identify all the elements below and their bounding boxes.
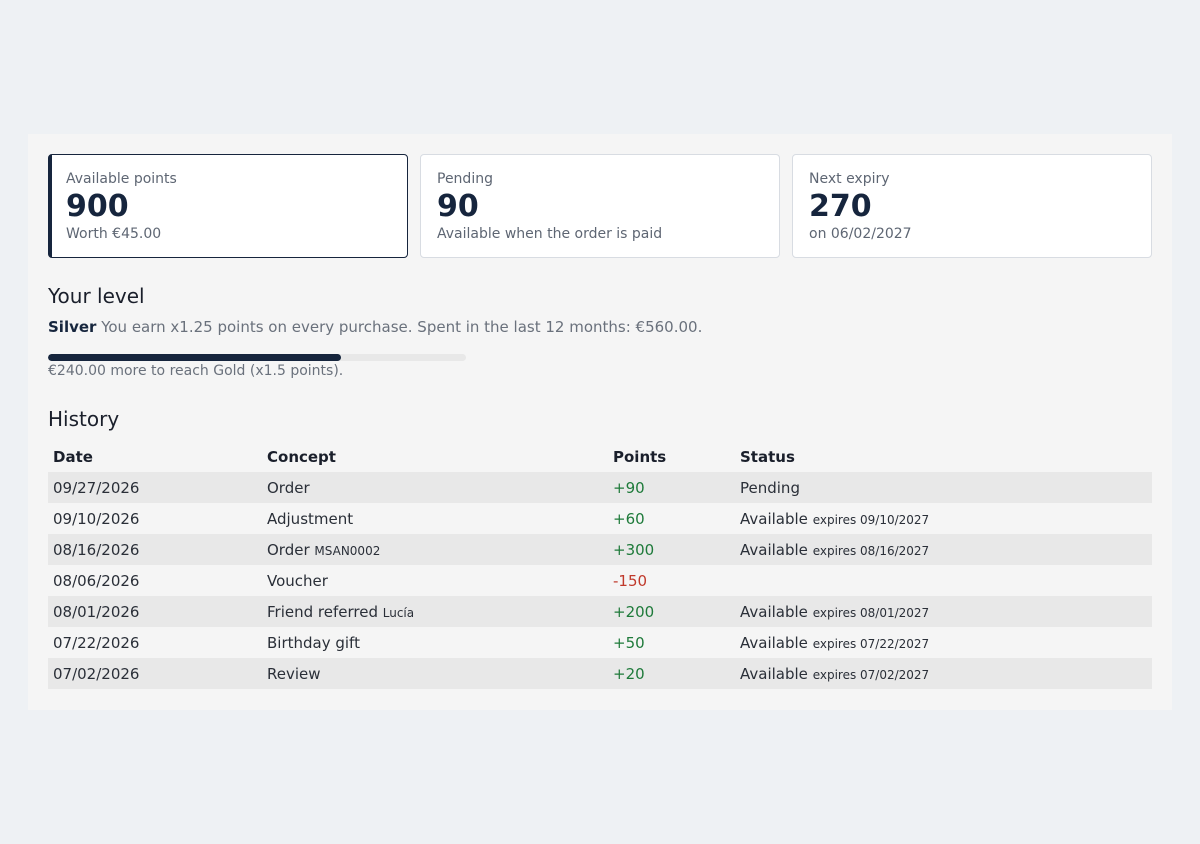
expiry-note: expires 07/02/2027 [812,667,930,682]
level-progress-fill [48,354,341,361]
level-description: Silver You earn x1.25 points on every pu… [48,318,702,336]
pending-points-value: 90 [437,189,479,224]
cell-date: 07/22/2026 [53,633,140,652]
available-points-label: Available points [66,171,177,187]
level-heading: Your level [48,284,145,308]
history-table: Date Concept Points Status 09/27/2026 Ord… [48,442,1152,689]
history-heading: History [48,407,120,431]
pending-points-card[interactable]: Pending 90 Available when the order is p… [420,154,780,258]
cell-concept: Order [262,472,608,503]
expiry-note: expires 08/16/2027 [812,543,930,558]
concept-text: Adjustment [267,509,354,528]
cell-points: +50 [613,633,645,652]
column-header-date: Date [53,448,93,466]
table-row: 07/02/2026 Review +20 Available expires 07/… [48,658,1152,689]
concept-text: Voucher [267,571,328,590]
concept-text: Friend referred [267,602,378,621]
concept-text: Review [267,664,321,683]
cell-status: Available expires 07/02/2027 [735,658,1152,689]
next-expiry-date: on 06/02/2027 [809,226,912,242]
cell-points: -150 [613,571,648,590]
cell-concept: Order MSAN0002 [262,534,608,565]
level-tier: Silver [48,318,97,336]
status-text: Available [740,602,808,621]
cell-status [735,565,1152,596]
status-text: Pending [740,478,800,497]
cell-concept: Review [262,658,608,689]
next-expiry-value: 270 [809,189,872,224]
history-header-row: Date Concept Points Status [48,442,1152,472]
cell-points: +90 [608,472,735,503]
level-progress-note: €240.00 more to reach Gold (x1.5 points)… [48,363,344,379]
status-text: Available [740,509,808,528]
pending-points-label: Pending [437,171,493,187]
concept-text: Order [267,540,310,559]
table-row: 09/27/2026 Order +90 Pending [48,472,1152,503]
cell-concept: Birthday gift [262,627,608,658]
column-header-concept: Concept [267,448,336,466]
level-benefit-text: You earn x1.25 points on every purchase.… [96,318,703,336]
column-header-points: Points [613,448,667,466]
cell-concept: Adjustment [262,503,608,534]
loyalty-panel: Available points 900 Worth €45.00 Pendin… [28,134,1172,710]
status-text: Available [740,664,808,683]
cell-points: +20 [608,658,735,689]
cell-concept: Friend referred Lucía [262,596,608,627]
column-header-status: Status [740,448,795,466]
table-row: 08/06/2026 Voucher -150 [48,565,1152,596]
concept-text: Birthday gift [267,633,360,652]
status-text: Available [740,540,808,559]
status-text: Available [740,633,808,652]
pending-points-note: Available when the order is paid [437,226,663,242]
cell-date: 07/02/2026 [48,658,262,689]
table-row: 09/10/2026 Adjustment +60 Available expires… [48,503,1152,534]
concept-detail: Lucía [382,605,415,620]
cell-date: 08/01/2026 [48,596,262,627]
expiry-note: expires 09/10/2027 [812,512,930,527]
cell-status: Available expires 09/10/2027 [735,503,1152,534]
expiry-note: expires 07/22/2027 [812,636,930,651]
available-points-worth: Worth €45.00 [66,226,162,242]
cell-date: 09/27/2026 [48,472,262,503]
cell-status: Available expires 08/01/2027 [735,596,1152,627]
concept-text: Order [267,478,310,497]
cell-points: +300 [608,534,735,565]
cell-status: Pending [735,472,1152,503]
cell-status: Available expires 07/22/2027 [735,627,1152,658]
cell-points: +200 [608,596,735,627]
summary-cards: Available points 900 Worth €45.00 Pendin… [48,154,1152,258]
available-points-card[interactable]: Available points 900 Worth €45.00 [48,154,408,258]
cell-status: Available expires 08/16/2027 [735,534,1152,565]
cell-points: +60 [613,509,645,528]
cell-date: 08/16/2026 [48,534,262,565]
table-row: 08/16/2026 Order MSAN0002 +300 Available ex… [48,534,1152,565]
next-expiry-card[interactable]: Next expiry 270 on 06/02/2027 [792,154,1152,258]
expiry-note: expires 08/01/2027 [812,605,930,620]
available-points-value: 900 [66,189,129,224]
level-progress-bar [48,354,466,361]
concept-detail: MSAN0002 [314,543,381,558]
table-row: 07/22/2026 Birthday gift +50 Available expi… [48,627,1152,658]
next-expiry-label: Next expiry [809,171,890,187]
table-row: 08/01/2026 Friend referred Lucía +200 Avail… [48,596,1152,627]
history-rows: 09/27/2026 Order +90 Pending 09/10/2026 Adjus… [48,472,1152,689]
cell-date: 08/06/2026 [53,571,140,590]
cell-date: 09/10/2026 [53,509,140,528]
cell-concept: Voucher [262,565,608,596]
